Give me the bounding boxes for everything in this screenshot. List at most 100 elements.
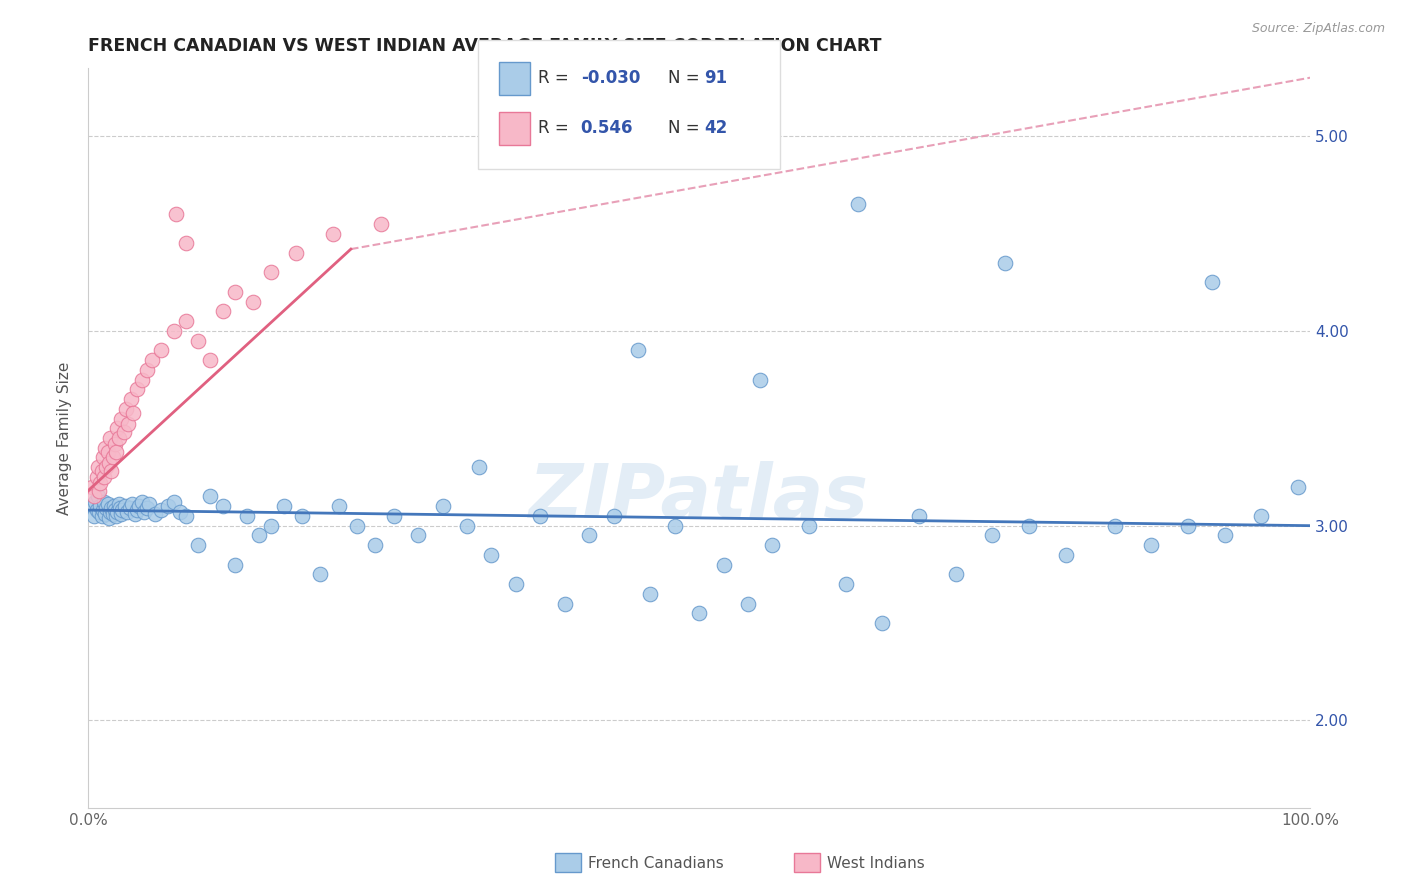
Point [150,503,173,517]
Text: N =: N = [668,120,699,137]
Point [638,587,661,601]
Point [89,483,111,498]
Point [96,501,118,516]
Point [1018,518,1040,533]
Point [98,505,121,519]
Text: Source: ZipAtlas.com: Source: ZipAtlas.com [1251,22,1385,36]
Point [101,450,124,465]
Text: 0.546: 0.546 [581,120,633,137]
Point [370,217,392,231]
Point [835,577,858,591]
Point [125,503,148,517]
Point [117,417,139,432]
Point [364,538,387,552]
Point [1250,508,1272,523]
Point [86,470,108,484]
Point [98,431,121,445]
Point [118,501,141,516]
Point [131,495,153,509]
Point [1201,275,1223,289]
Point [131,373,153,387]
Text: West Indians: West Indians [827,856,925,871]
Point [1140,538,1163,552]
Point [554,597,576,611]
Point [224,558,246,572]
Point [90,508,112,523]
Point [211,304,233,318]
Point [505,577,527,591]
Point [83,508,105,523]
Point [994,256,1017,270]
Point [224,285,246,299]
Point [242,294,264,309]
Point [84,495,107,509]
Point [93,495,115,509]
Point [105,508,128,523]
Point [89,505,111,519]
Point [688,607,710,621]
Point [114,499,136,513]
Point [713,558,735,572]
Point [107,497,129,511]
Point [761,538,783,552]
Point [284,246,307,260]
Point [135,363,157,377]
Text: N =: N = [668,70,699,87]
Point [291,508,314,523]
Point [529,508,551,523]
Point [1054,548,1077,562]
Point [737,597,759,611]
Text: R =: R = [538,70,569,87]
Point [432,499,454,513]
Point [115,401,138,416]
Point [382,508,405,523]
Point [273,499,295,513]
Point [150,343,173,358]
Point [112,425,135,440]
Point [479,548,502,562]
Point [174,314,197,328]
Point [101,507,124,521]
Point [187,538,209,552]
Point [187,334,209,348]
Point [97,456,120,470]
Point [797,518,820,533]
Point [91,450,114,465]
Point [174,508,197,523]
Point [165,207,187,221]
Point [97,497,120,511]
Point [309,567,332,582]
Point [846,197,869,211]
Point [97,511,120,525]
Point [103,499,125,513]
Point [122,406,145,420]
Text: French Canadians: French Canadians [588,856,724,871]
Point [104,503,127,517]
Point [121,497,143,511]
Point [87,460,110,475]
Point [1104,518,1126,533]
Point [156,499,179,513]
Point [100,501,122,516]
Point [89,499,111,513]
Point [322,227,344,241]
Point [111,503,134,517]
Point [872,615,894,630]
Point [134,505,156,519]
Point [406,528,429,542]
Point [90,464,112,478]
Point [945,567,967,582]
Point [107,421,129,435]
Point [163,495,186,509]
Text: R =: R = [538,120,569,137]
Text: -0.030: -0.030 [581,70,640,87]
Point [107,505,129,519]
Point [108,501,131,516]
Text: 91: 91 [704,70,727,87]
Point [94,507,117,521]
Point [627,343,650,358]
Point [328,499,350,513]
Point [80,480,103,494]
Point [82,499,104,513]
Point [89,475,111,490]
